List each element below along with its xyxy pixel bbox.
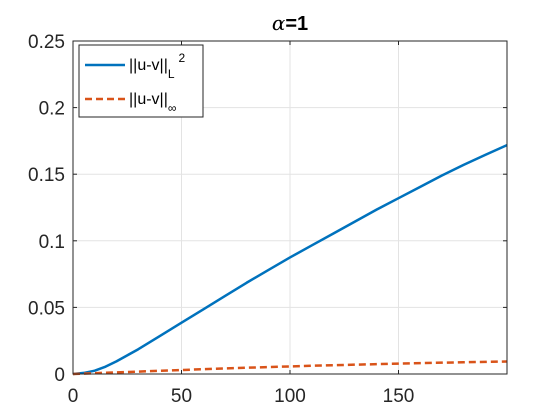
chart-title: α=1 — [272, 11, 308, 35]
legend: ||u-v||L2||u-v||∞ — [78, 44, 204, 118]
y-tick-label: 0.1 — [39, 232, 65, 253]
series-line-0 — [72, 144, 508, 376]
legend-label-superscript: 2 — [179, 51, 186, 65]
y-tick-label: 0 — [54, 365, 65, 386]
x-tick-label: 150 — [383, 386, 415, 407]
x-tick-label: 0 — [68, 386, 79, 407]
legend-box — [78, 44, 204, 118]
series-line-1 — [72, 360, 508, 376]
legend-label-main: ||u-v|| — [129, 57, 168, 74]
x-tick-label: 50 — [171, 386, 192, 407]
legend-label-main: ||u-v|| — [129, 91, 168, 108]
y-tick-label: 0.2 — [39, 99, 65, 120]
ticks: 0 50 100 150 0 0.05 0.1 0.15 0.2 0.25 — [28, 32, 507, 407]
x-tick-label: 100 — [274, 386, 306, 407]
y-tick-label: 0.25 — [28, 32, 65, 53]
y-tick-label: 0.15 — [28, 165, 65, 186]
legend-label-1: ||u-v||∞ — [129, 91, 176, 115]
series-layer — [72, 144, 508, 376]
chart-title-rest: =1 — [285, 13, 308, 35]
chart-title-symbol: α — [272, 11, 286, 35]
legend-label-subscript: ∞ — [168, 101, 177, 115]
legend-label-subscript: L — [168, 67, 175, 81]
legend-label-0: ||u-v||L2 — [129, 51, 186, 81]
y-tick-label: 0.05 — [28, 298, 65, 319]
